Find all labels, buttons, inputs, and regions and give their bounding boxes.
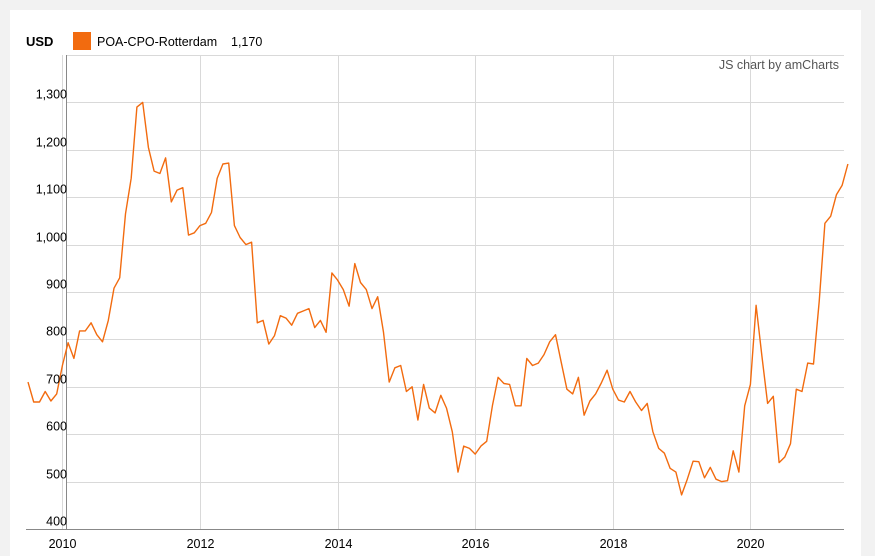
price-line-chart: 400 500 600 700 800 900 1,000 1,100 1,200 1,300 20… — [26, 32, 849, 552]
series-line-poa-cpo-rotterdam[interactable] — [27, 101, 849, 496]
y-tick-label: 1,200 — [36, 136, 67, 150]
x-tick-label: 2016 — [462, 537, 490, 551]
y-tick-label: 700 — [46, 373, 67, 387]
y-tick-label: 400 — [46, 515, 67, 529]
legend-swatch[interactable] — [73, 32, 91, 50]
y-tick-label: 1,000 — [36, 231, 67, 245]
y-tick-label: 1,100 — [36, 183, 67, 197]
y-tick-label: 800 — [46, 325, 67, 339]
axis-layer — [26, 55, 844, 530]
y-tick-label: 600 — [46, 420, 67, 434]
y-tick-label: 500 — [46, 468, 67, 482]
grid-layer — [62, 55, 844, 530]
unit-label: USD — [26, 34, 53, 49]
legend-latest-value: 1,170 — [231, 35, 262, 49]
legend-series-name[interactable]: POA-CPO-Rotterdam — [97, 35, 217, 49]
label-layer: 400 500 600 700 800 900 1,000 1,100 1,200 1,300 20… — [36, 88, 765, 552]
chart-container: 400 500 600 700 800 900 1,000 1,100 1,200 1,300 20… — [10, 10, 861, 556]
x-tick-label: 2018 — [600, 537, 628, 551]
y-tick-label: 900 — [46, 278, 67, 292]
x-tick-label: 2010 — [49, 537, 77, 551]
amcharts-credit-link[interactable]: JS chart by amCharts — [719, 58, 839, 72]
x-tick-label: 2020 — [737, 537, 765, 551]
x-tick-label: 2012 — [187, 537, 215, 551]
y-tick-label: 1,300 — [36, 88, 67, 102]
series-layer — [27, 101, 849, 496]
legend[interactable]: USD POA-CPO-Rotterdam 1,170 — [26, 32, 262, 50]
x-tick-label: 2014 — [325, 537, 353, 551]
